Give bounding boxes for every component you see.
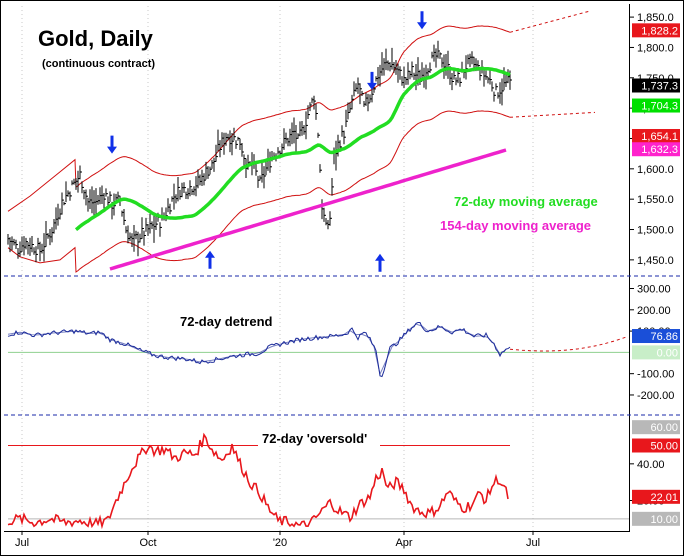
detrend-tick-label: -200.00 <box>637 390 674 402</box>
moving-averages <box>74 66 511 271</box>
ma154-line <box>109 148 507 271</box>
detrend-tag: 0.00 <box>657 347 678 359</box>
chart-subtitle: (continuous contract) <box>42 58 155 70</box>
price-tick-label: 1,550.0 <box>637 194 674 206</box>
detrend-tag-bg <box>632 345 680 360</box>
price-tag: 1,632.3 <box>641 144 678 156</box>
envelope-upper-projection <box>509 10 591 33</box>
envelope-upper <box>7 25 511 212</box>
arrow-down-icon <box>367 71 377 90</box>
envelope-lower <box>7 110 511 273</box>
oversold-tag: 50.00 <box>650 441 678 453</box>
arrow-up-icon <box>375 253 385 272</box>
x-tick-label: Jul <box>15 537 29 549</box>
price-tick-label: 1,850.0 <box>637 12 674 24</box>
oversold-tag: 10.00 <box>650 514 678 526</box>
price-tag: 1,737.3 <box>641 81 678 93</box>
x-tick-label: Apr <box>395 537 412 549</box>
oversold-label-bg <box>258 430 380 446</box>
price-tag: 1,654.1 <box>641 131 678 143</box>
oversold-tag: 22.01 <box>650 492 678 504</box>
oversold-tag-bg <box>632 489 680 504</box>
x-tick-label: '20 <box>273 537 287 549</box>
price-tag: 1,704.3 <box>641 101 678 113</box>
price-tag-bg <box>632 98 680 113</box>
detrend-line <box>7 322 511 378</box>
arrow-up-icon <box>205 250 215 269</box>
detrend-tag: 76.86 <box>650 331 678 343</box>
oversold-tag-bg <box>632 420 680 435</box>
legend-ma72: 72-day moving average <box>454 194 598 209</box>
price-tag-bg <box>632 23 680 38</box>
legend-ma154: 154-day moving average <box>440 218 591 233</box>
detrend-tick-label: 200.00 <box>637 305 671 317</box>
price-tick-label: 1,500.0 <box>637 225 674 237</box>
oversold-tag-bg <box>632 511 680 526</box>
price-envelope <box>7 10 596 273</box>
detrend-tick-label: 300.00 <box>637 284 671 296</box>
oversold-tick-label: 40.00 <box>637 459 665 471</box>
envelope-lower-projection <box>509 111 596 118</box>
price-tag: 1,828.2 <box>641 25 678 37</box>
oversold-tag: 60.00 <box>650 422 678 434</box>
detrend-label: 72-day detrend <box>180 314 273 329</box>
chart-title: Gold, Daily <box>38 26 154 51</box>
price-tag-bg <box>632 128 680 143</box>
ma72-line <box>74 66 511 232</box>
oversold-line <box>7 432 509 530</box>
turn-arrows <box>107 11 427 272</box>
price-tick-label: 1,450.0 <box>637 255 674 267</box>
price-tags: 1,828.2 1,737.3 1,704.3 1,654.11,632.3 76.86… <box>632 23 680 526</box>
detrend-series <box>7 322 629 378</box>
arrow-down-icon <box>107 135 117 154</box>
x-tick-label: Jul <box>526 537 540 549</box>
x-tick-label: Oct <box>139 537 156 549</box>
price-tick-label: 1,800.0 <box>637 42 674 54</box>
detrend-smooth-line <box>7 323 507 376</box>
price-tick-label: 1,600.0 <box>637 164 674 176</box>
panel-separators <box>4 275 680 416</box>
detrend-tag-bg <box>632 329 680 344</box>
detrend-tick-label: -100.00 <box>637 369 674 381</box>
detrend-projection <box>509 336 627 352</box>
oversold-tag-bg <box>632 438 680 453</box>
oversold-label: 72-day 'oversold' <box>262 431 367 446</box>
price-tag-bg <box>632 142 680 157</box>
x-axis-ticks: Jul Oct '20 Apr Jul <box>15 531 540 549</box>
price-tag-bg <box>632 78 680 93</box>
arrow-down-icon <box>417 11 427 30</box>
